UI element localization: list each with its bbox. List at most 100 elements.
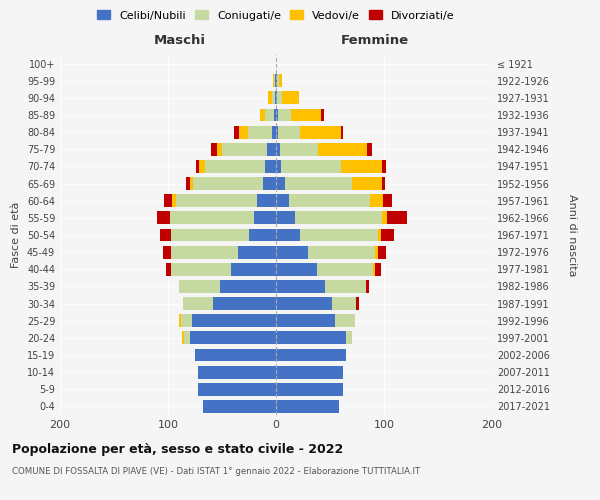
Bar xyxy=(276,212,295,224)
Bar xyxy=(317,263,373,276)
Bar xyxy=(192,314,276,327)
Bar xyxy=(183,297,214,310)
Bar xyxy=(248,126,272,138)
Bar xyxy=(276,108,278,122)
Bar xyxy=(265,108,274,122)
Bar xyxy=(376,263,381,276)
Bar xyxy=(277,92,283,104)
Bar xyxy=(179,314,181,327)
Bar xyxy=(382,160,386,173)
Bar xyxy=(171,263,230,276)
Bar xyxy=(163,246,171,258)
Bar xyxy=(276,92,277,104)
Bar xyxy=(276,332,346,344)
Bar xyxy=(276,383,343,396)
Bar xyxy=(276,194,289,207)
Bar xyxy=(276,400,338,413)
Bar xyxy=(179,280,220,293)
Bar xyxy=(322,108,323,122)
Bar xyxy=(171,246,238,258)
Bar xyxy=(274,74,275,87)
Bar xyxy=(283,92,299,104)
Bar xyxy=(356,297,359,310)
Bar xyxy=(187,177,190,190)
Bar xyxy=(272,92,275,104)
Bar xyxy=(381,228,394,241)
Bar xyxy=(335,314,355,327)
Bar xyxy=(352,177,382,190)
Bar xyxy=(276,160,281,173)
Bar xyxy=(276,314,335,327)
Bar xyxy=(214,297,276,310)
Bar xyxy=(184,332,190,344)
Bar xyxy=(341,126,343,138)
Bar xyxy=(220,280,276,293)
Bar xyxy=(276,177,284,190)
Text: Maschi: Maschi xyxy=(154,34,206,48)
Bar xyxy=(260,108,265,122)
Bar xyxy=(164,194,172,207)
Bar xyxy=(257,194,276,207)
Bar xyxy=(203,400,276,413)
Bar xyxy=(238,246,276,258)
Bar xyxy=(318,143,367,156)
Bar xyxy=(377,228,381,241)
Bar xyxy=(160,228,171,241)
Bar xyxy=(376,246,377,258)
Bar xyxy=(190,332,276,344)
Bar xyxy=(182,332,184,344)
Bar xyxy=(278,108,291,122)
Bar xyxy=(370,194,383,207)
Bar xyxy=(276,366,343,378)
Y-axis label: Fasce di età: Fasce di età xyxy=(11,202,21,268)
Bar xyxy=(346,332,352,344)
Bar xyxy=(273,74,274,87)
Bar xyxy=(373,263,376,276)
Bar xyxy=(276,228,300,241)
Bar xyxy=(211,143,217,156)
Bar xyxy=(249,228,276,241)
Bar xyxy=(263,177,276,190)
Bar xyxy=(276,126,278,138)
Bar xyxy=(367,143,372,156)
Bar xyxy=(278,126,300,138)
Bar xyxy=(300,228,377,241)
Bar xyxy=(325,280,365,293)
Bar xyxy=(196,160,199,173)
Bar xyxy=(382,177,385,190)
Bar xyxy=(275,74,276,87)
Bar xyxy=(234,126,239,138)
Bar xyxy=(284,177,352,190)
Bar xyxy=(172,194,176,207)
Bar xyxy=(176,194,257,207)
Bar xyxy=(195,348,276,362)
Bar xyxy=(276,263,317,276)
Bar xyxy=(276,280,325,293)
Bar xyxy=(300,126,341,138)
Bar xyxy=(275,92,276,104)
Bar xyxy=(276,143,280,156)
Bar xyxy=(274,108,276,122)
Bar xyxy=(198,383,276,396)
Bar xyxy=(198,366,276,378)
Bar xyxy=(382,212,387,224)
Bar xyxy=(387,212,407,224)
Bar xyxy=(308,246,376,258)
Bar xyxy=(383,194,392,207)
Bar xyxy=(254,212,276,224)
Bar xyxy=(377,246,386,258)
Bar xyxy=(276,297,332,310)
Bar xyxy=(268,92,272,104)
Bar xyxy=(193,177,263,190)
Bar xyxy=(268,143,276,156)
Bar xyxy=(265,160,276,173)
Bar xyxy=(205,160,265,173)
Bar xyxy=(281,160,341,173)
Text: Femmine: Femmine xyxy=(341,34,409,48)
Bar xyxy=(332,297,356,310)
Bar xyxy=(276,348,346,362)
Bar xyxy=(279,74,283,87)
Bar xyxy=(289,194,370,207)
Bar xyxy=(157,212,170,224)
Bar xyxy=(199,160,205,173)
